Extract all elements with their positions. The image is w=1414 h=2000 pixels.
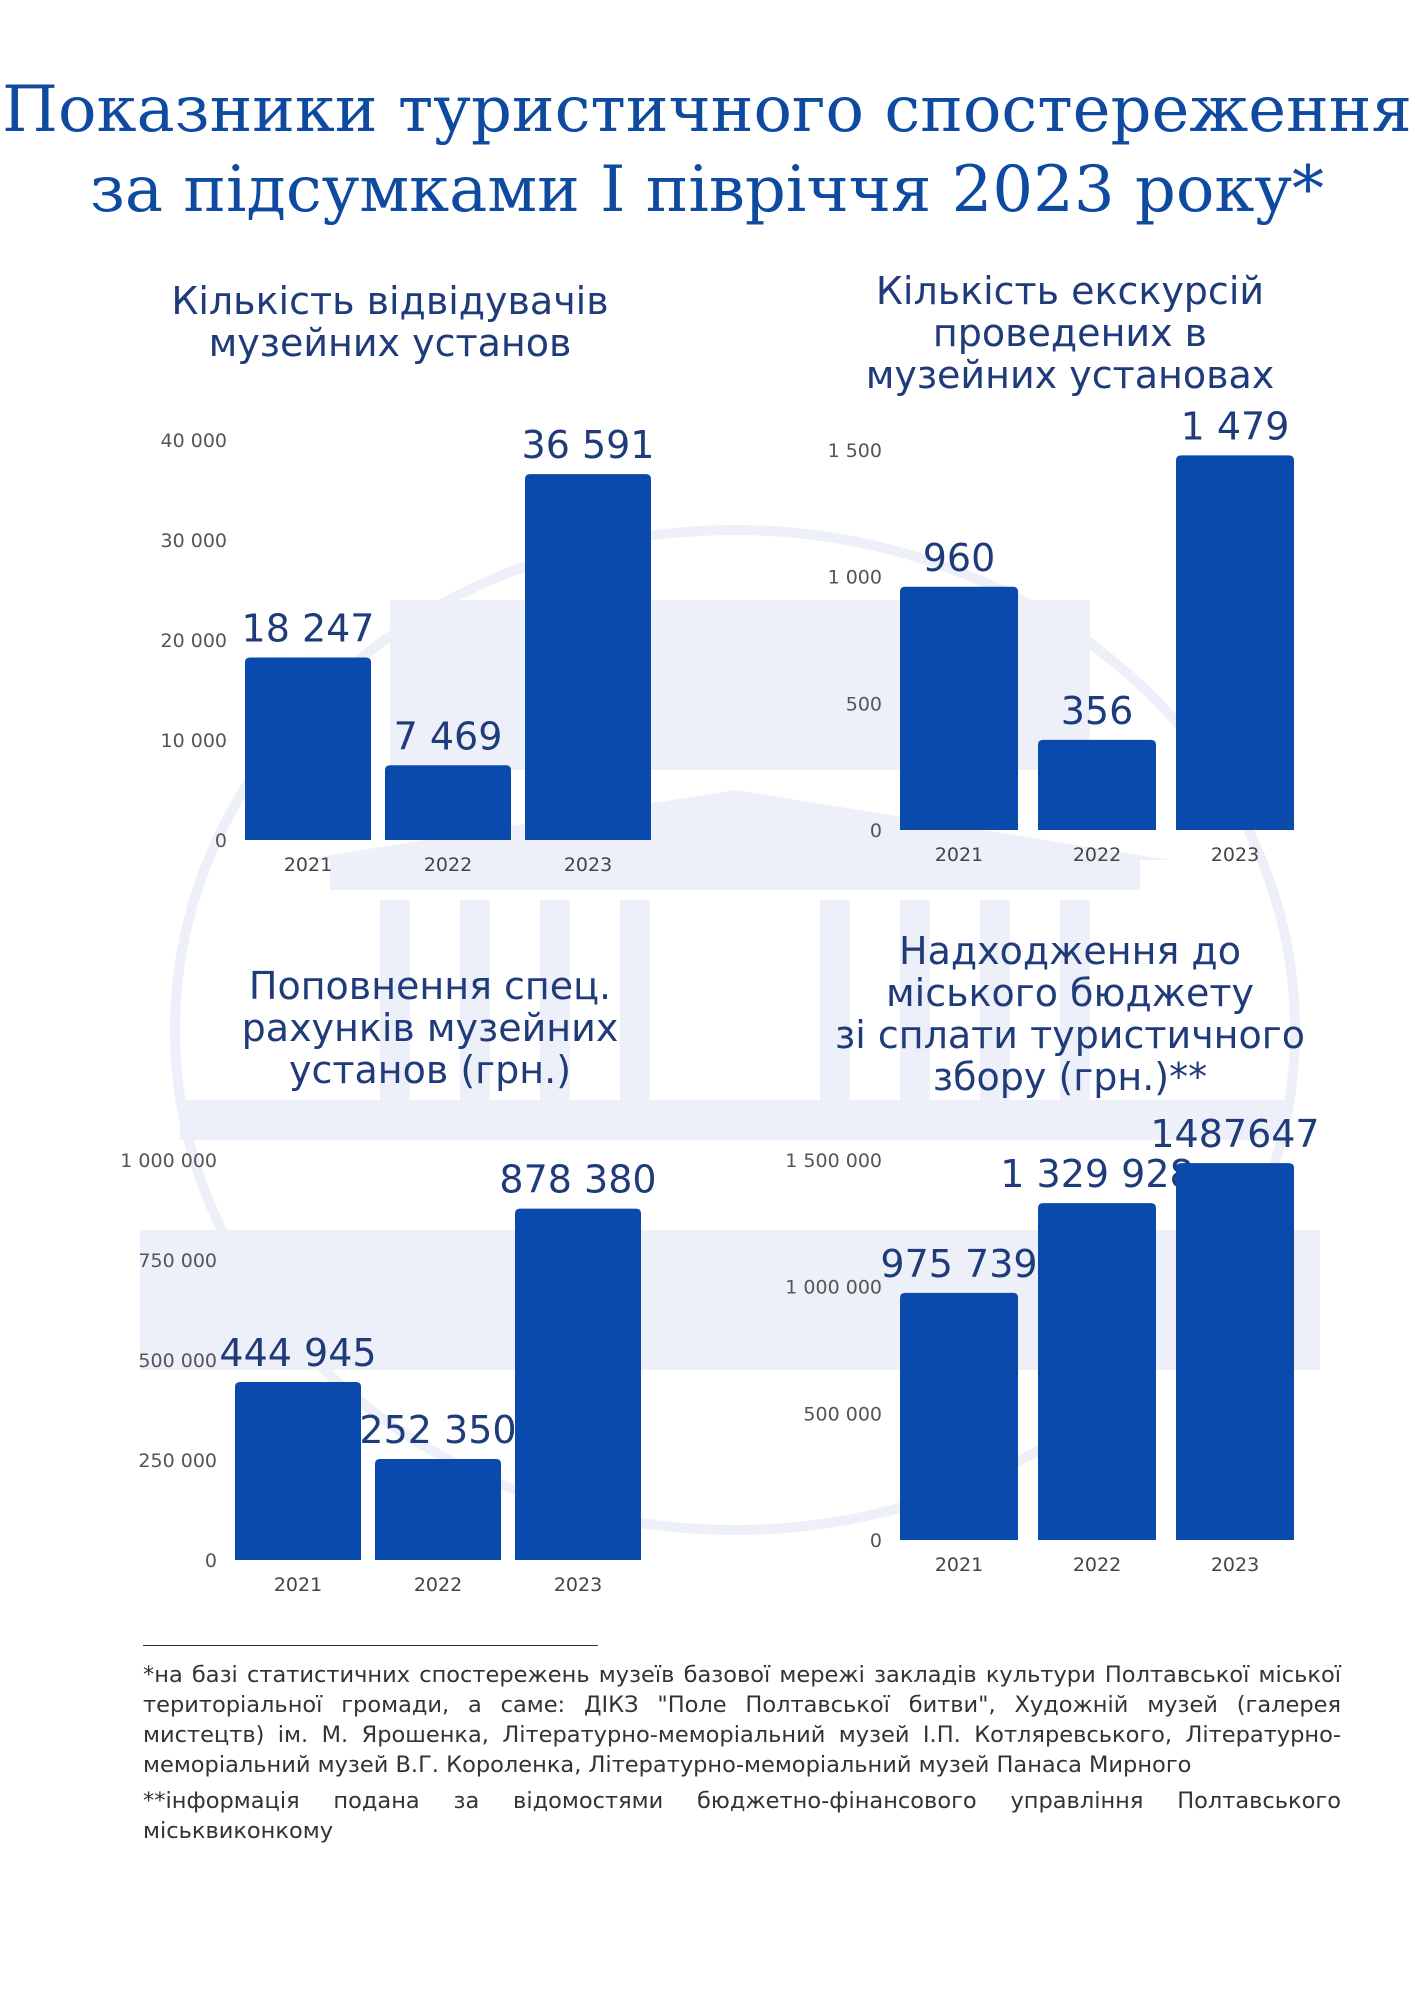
bar-2023 bbox=[525, 474, 651, 840]
bar-2023 bbox=[1176, 455, 1294, 830]
y-tick-label: 1 000 000 bbox=[785, 1277, 882, 1299]
bar-2022 bbox=[375, 1459, 501, 1560]
value-label-2022: 252 350 bbox=[359, 1408, 516, 1452]
bar-2022 bbox=[1038, 1203, 1156, 1540]
x-tick-label-2023: 2023 bbox=[554, 1574, 602, 1596]
bar-2021 bbox=[900, 1292, 1018, 1540]
y-tick-label: 0 bbox=[215, 830, 227, 852]
chart-1-title: Кількість відвідувачів музейних установ bbox=[150, 280, 630, 364]
y-tick-label: 0 bbox=[205, 1550, 217, 1572]
chart-2-title: Кількість екскурсій проведених в музейни… bbox=[810, 270, 1330, 396]
value-label-2023: 1487647 bbox=[1150, 1112, 1319, 1156]
y-tick-label: 40 000 bbox=[161, 430, 227, 452]
chart-special-accounts: 0 250 000 500 000 750 000 1 000 000 444 945 20… bbox=[120, 1150, 656, 1596]
chart-visitors: 0 10 000 20 000 30 000 40 000 18 247 2021 7 469… bbox=[161, 423, 655, 876]
chart-2-title-line-3: музейних установах bbox=[865, 353, 1275, 397]
y-tick-label: 20 000 bbox=[161, 630, 227, 652]
chart-4-title-line-2: міського бюджету bbox=[886, 971, 1254, 1015]
value-label-2023: 878 380 bbox=[499, 1158, 656, 1202]
value-label-2022: 1 329 928 bbox=[1000, 1152, 1193, 1196]
value-label-2022: 356 bbox=[1061, 689, 1134, 733]
x-tick-label-2023: 2023 bbox=[564, 854, 612, 876]
chart-tourist-tax: 0 500 000 1 000 000 1 500 000 975 739 2021 1 3… bbox=[785, 1112, 1319, 1576]
footnote-2: **інформація подана за відомостями бюдже… bbox=[143, 1788, 1341, 1844]
bar-2022 bbox=[385, 765, 511, 840]
chart-3-title-line-2: рахунків музейних bbox=[241, 1006, 619, 1050]
y-tick-label: 0 bbox=[870, 820, 882, 842]
chart-3-title-line-1: Поповнення спец. bbox=[248, 964, 612, 1008]
x-tick-label-2021: 2021 bbox=[935, 844, 983, 866]
x-tick-label-2023: 2023 bbox=[1211, 1554, 1259, 1576]
x-tick-label-2022: 2022 bbox=[424, 854, 472, 876]
page-title: Показники туристичного спостереження за … bbox=[0, 70, 1414, 230]
y-tick-label: 500 bbox=[846, 693, 882, 715]
y-tick-label: 1 500 bbox=[828, 440, 882, 462]
footnotes: *на базі статистичних спостережень музеї… bbox=[143, 1660, 1341, 1852]
page-title-line-1: Показники туристичного спостереження bbox=[2, 73, 1412, 147]
chart-1-title-line-2: музейних установ bbox=[208, 321, 572, 365]
chart-4-title-line-3: зі сплати туристичного bbox=[835, 1013, 1305, 1057]
y-tick-label: 250 000 bbox=[138, 1450, 217, 1472]
y-tick-label: 500 000 bbox=[803, 1403, 882, 1425]
x-tick-label-2021: 2021 bbox=[274, 1574, 322, 1596]
bar-2023 bbox=[1176, 1163, 1294, 1540]
chart-2-title-line-2: проведених в bbox=[932, 311, 1208, 355]
bar-2021 bbox=[900, 586, 1018, 830]
value-label-2021: 18 247 bbox=[242, 607, 375, 651]
chart-excursions: 0 500 1 000 1 500 960 2021 356 2022 1 479 2023 bbox=[828, 404, 1294, 866]
chart-1-title-line-1: Кількість відвідувачів bbox=[171, 279, 609, 323]
y-tick-label: 1 000 bbox=[828, 567, 882, 589]
value-label-2021: 960 bbox=[923, 536, 996, 580]
y-tick-label: 1 500 000 bbox=[785, 1150, 882, 1172]
y-tick-label: 1 000 000 bbox=[120, 1150, 217, 1172]
y-tick-label: 10 000 bbox=[161, 730, 227, 752]
chart-3-title: Поповнення спец. рахунків музейних устан… bbox=[200, 965, 660, 1091]
chart-4-title: Надходження до міського бюджету зі сплат… bbox=[800, 930, 1340, 1098]
x-tick-label-2023: 2023 bbox=[1211, 844, 1259, 866]
bar-2023 bbox=[515, 1208, 641, 1560]
value-label-2021: 444 945 bbox=[219, 1331, 376, 1375]
x-tick-label-2022: 2022 bbox=[1073, 844, 1121, 866]
x-tick-label-2022: 2022 bbox=[1073, 1554, 1121, 1576]
x-tick-label-2022: 2022 bbox=[414, 1574, 462, 1596]
page-title-line-2: за підсумками І півріччя 2023 року* bbox=[89, 153, 1325, 227]
chart-4-title-line-1: Надходження до bbox=[899, 929, 1241, 973]
value-label-2023: 1 479 bbox=[1181, 404, 1290, 448]
x-tick-label-2021: 2021 bbox=[284, 854, 332, 876]
y-tick-label: 500 000 bbox=[138, 1350, 217, 1372]
value-label-2022: 7 469 bbox=[394, 714, 503, 758]
chart-4-title-line-4: збору (грн.)** bbox=[932, 1055, 1208, 1099]
bar-2021 bbox=[235, 1382, 361, 1560]
y-tick-label: 30 000 bbox=[161, 530, 227, 552]
footnote-divider bbox=[143, 1645, 598, 1646]
footnote-1: *на базі статистичних спостережень музеї… bbox=[143, 1662, 1341, 1778]
value-label-2021: 975 739 bbox=[880, 1242, 1037, 1286]
y-tick-label: 750 000 bbox=[138, 1250, 217, 1272]
value-label-2023: 36 591 bbox=[522, 423, 655, 467]
x-tick-label-2021: 2021 bbox=[935, 1554, 983, 1576]
y-tick-label: 0 bbox=[870, 1530, 882, 1552]
chart-3-title-line-3: установ (грн.) bbox=[288, 1048, 572, 1092]
bar-2022 bbox=[1038, 739, 1156, 830]
bar-2021 bbox=[245, 657, 371, 840]
chart-2-title-line-1: Кількість екскурсій bbox=[875, 269, 1265, 313]
